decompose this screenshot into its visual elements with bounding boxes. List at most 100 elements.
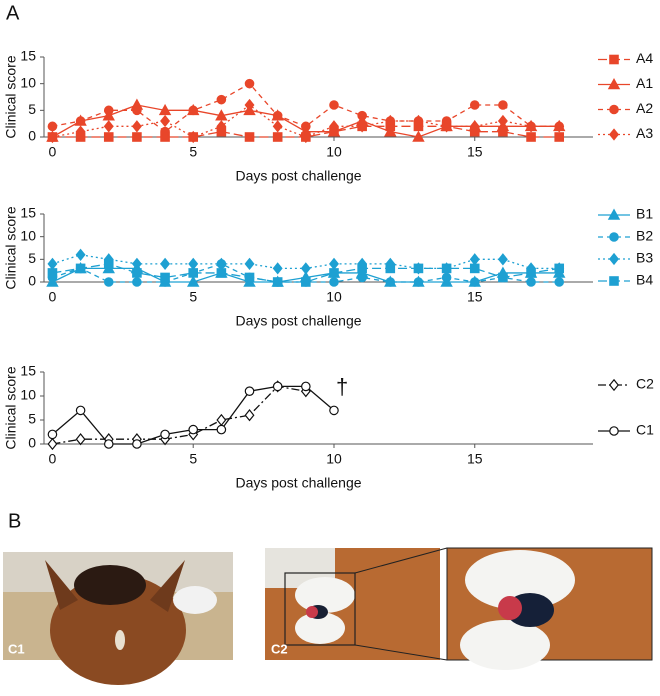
marker bbox=[526, 277, 536, 287]
x-axis-label: Days post challenge bbox=[235, 313, 361, 329]
y-tick-label: 0 bbox=[28, 435, 36, 451]
x-tick-label: 10 bbox=[326, 289, 342, 305]
marker bbox=[132, 132, 142, 142]
marker bbox=[160, 272, 170, 283]
marker bbox=[215, 109, 228, 121]
x-tick-label: 5 bbox=[189, 144, 197, 160]
x-tick-label: 5 bbox=[189, 451, 197, 467]
marker bbox=[497, 114, 508, 128]
legend-label: B3 bbox=[636, 250, 653, 266]
marker bbox=[272, 132, 283, 142]
x-tick-label: 10 bbox=[326, 451, 342, 467]
marker bbox=[441, 120, 452, 133]
y-tick-label: 0 bbox=[28, 273, 36, 289]
marker bbox=[75, 405, 86, 416]
legend-marker bbox=[609, 128, 619, 141]
marker bbox=[301, 121, 311, 132]
x-tick-label: 0 bbox=[49, 451, 57, 467]
y-tick-label: 5 bbox=[28, 101, 36, 117]
legend-label: B4 bbox=[636, 272, 653, 288]
marker bbox=[357, 110, 367, 121]
marker bbox=[216, 413, 227, 427]
marker bbox=[103, 120, 114, 133]
x-axis-label: Days post challenge bbox=[235, 475, 361, 491]
legend-marker bbox=[609, 232, 619, 242]
marker bbox=[244, 257, 255, 271]
x-tick-label: 15 bbox=[467, 451, 483, 467]
x-tick-label: 5 bbox=[189, 289, 197, 305]
y-tick-label: 15 bbox=[20, 205, 36, 221]
marker bbox=[385, 114, 396, 128]
marker bbox=[272, 120, 283, 133]
marker bbox=[47, 257, 58, 271]
marker bbox=[160, 429, 170, 440]
marker bbox=[498, 272, 508, 283]
legend-label: C1 bbox=[636, 422, 654, 438]
x-tick-label: 0 bbox=[49, 289, 57, 305]
marker bbox=[554, 277, 565, 287]
marker bbox=[244, 272, 255, 283]
marker bbox=[47, 429, 58, 440]
marker bbox=[47, 130, 58, 144]
legend-marker bbox=[609, 104, 619, 115]
marker bbox=[160, 257, 171, 271]
legend-label: A3 bbox=[636, 125, 653, 141]
y-tick-label: 5 bbox=[28, 411, 36, 427]
marker bbox=[413, 114, 424, 128]
marker bbox=[188, 268, 199, 278]
marker bbox=[75, 263, 86, 274]
marker bbox=[272, 381, 283, 392]
y-axis-label: Clinical score bbox=[3, 206, 19, 289]
photo-zoom bbox=[446, 547, 653, 670]
marker bbox=[244, 98, 255, 112]
marker bbox=[75, 125, 86, 138]
marker bbox=[160, 114, 171, 128]
marker bbox=[469, 263, 480, 274]
marker bbox=[188, 105, 199, 116]
marker bbox=[357, 272, 367, 283]
legend-marker bbox=[607, 208, 621, 220]
marker bbox=[385, 277, 396, 287]
marker bbox=[75, 248, 86, 261]
marker bbox=[554, 132, 565, 142]
marker bbox=[413, 277, 424, 287]
panel-label: A bbox=[6, 2, 20, 24]
marker bbox=[102, 109, 115, 121]
marker bbox=[216, 94, 227, 105]
marker bbox=[357, 263, 367, 274]
marker bbox=[385, 263, 396, 274]
y-tick-label: 5 bbox=[28, 250, 36, 266]
marker bbox=[132, 277, 142, 287]
marker bbox=[526, 132, 536, 142]
x-tick-label: 15 bbox=[467, 289, 483, 305]
marker bbox=[412, 130, 425, 142]
legend-label: A1 bbox=[636, 75, 653, 91]
legend-label: C2 bbox=[636, 376, 654, 392]
legend-label: B1 bbox=[636, 206, 653, 222]
marker bbox=[526, 268, 536, 278]
marker bbox=[413, 263, 424, 274]
marker bbox=[244, 132, 255, 142]
marker bbox=[132, 268, 142, 278]
marker bbox=[469, 120, 480, 133]
y-axis-label: Clinical score bbox=[3, 366, 19, 449]
marker bbox=[272, 110, 283, 121]
marker bbox=[132, 105, 142, 116]
legend-marker bbox=[609, 426, 619, 436]
marker bbox=[300, 130, 311, 144]
legend-label: A4 bbox=[636, 50, 653, 66]
legend-marker bbox=[609, 252, 619, 266]
photo-label: C2 bbox=[271, 641, 288, 656]
marker bbox=[498, 100, 508, 110]
marker bbox=[103, 277, 114, 287]
y-tick-label: 10 bbox=[20, 227, 36, 243]
legend-label: B2 bbox=[636, 228, 653, 244]
marker bbox=[75, 116, 86, 126]
marker bbox=[554, 120, 565, 133]
marker bbox=[329, 100, 339, 110]
marker bbox=[329, 268, 339, 278]
marker bbox=[384, 125, 397, 137]
y-tick-label: 0 bbox=[28, 128, 36, 144]
marker bbox=[469, 277, 480, 287]
marker bbox=[103, 259, 114, 269]
